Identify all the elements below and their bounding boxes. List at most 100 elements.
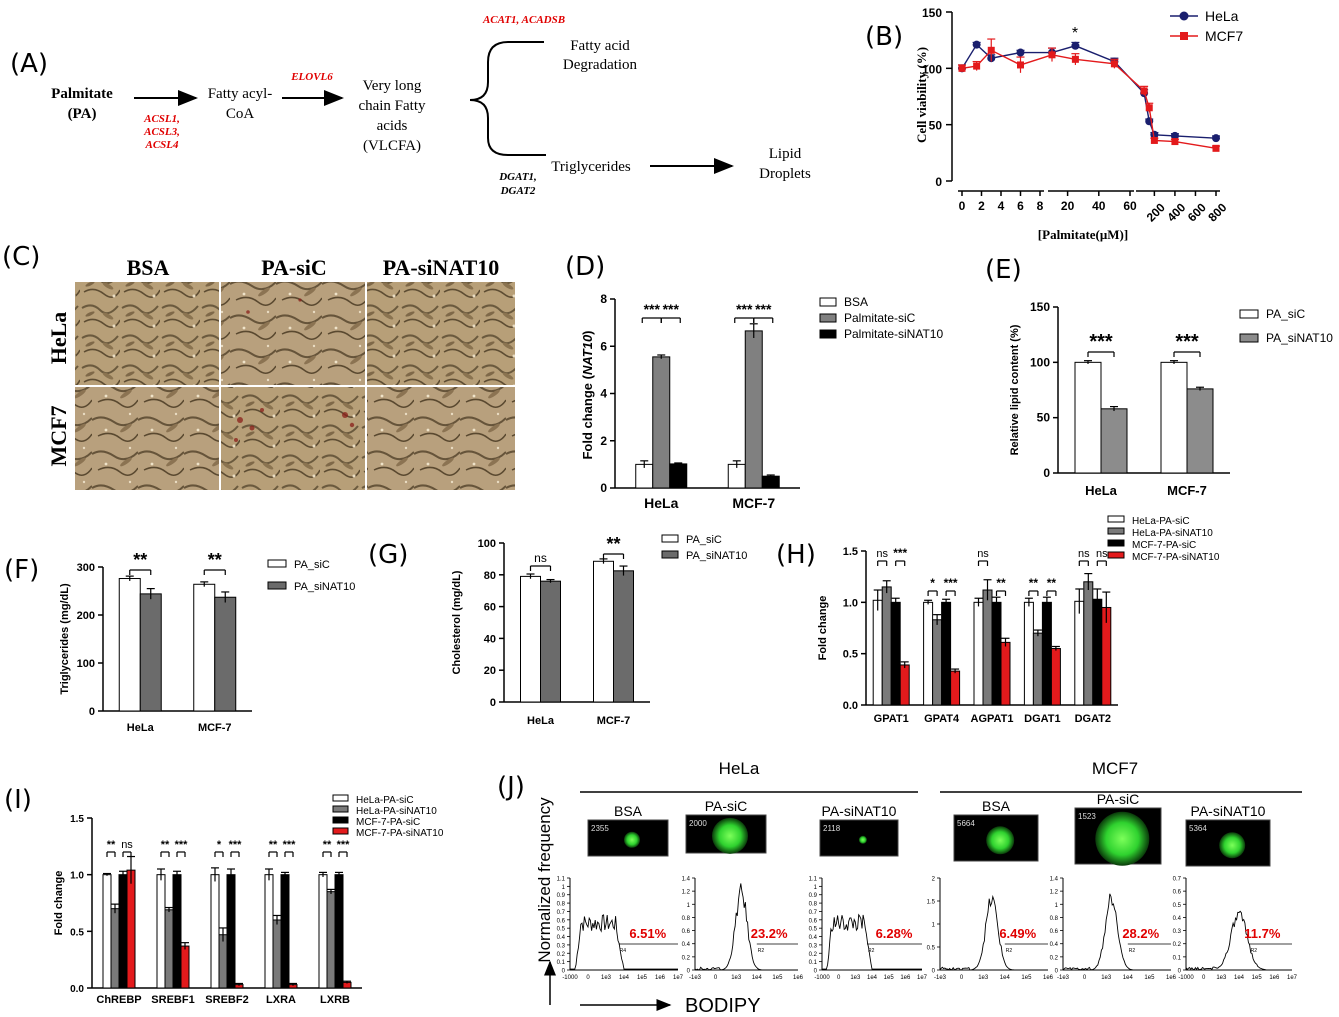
degradation-line1: Fatty acid — [570, 38, 630, 54]
histogram-trace — [939, 894, 1048, 971]
flow-xtick-label: -1e3 — [689, 975, 702, 981]
flow-xtick-label: 1e5 — [1021, 975, 1032, 981]
legend-label: PA_siNAT10 — [1266, 331, 1333, 345]
bar-hela-pa-sic — [156, 874, 166, 989]
panel-c: (C) BSA PA-siC PA-siNAT10 HeLa MCF7 — [2, 242, 515, 490]
category-label: DGAT1 — [1024, 713, 1060, 725]
bar-pa-sinat10 — [214, 596, 237, 712]
flow-xtick-label: 1e6 — [1043, 975, 1054, 981]
bar-hela-pa-sic — [973, 601, 984, 706]
sig-label: *** — [644, 301, 661, 317]
legend-label: MCF-7-PA-siNAT10 — [356, 828, 444, 839]
flow-ytick-label: 0.4 — [682, 942, 691, 948]
sig-label: *** — [944, 576, 958, 590]
flow-ytick-label: 0.1 — [557, 960, 566, 966]
flow-ytick-label: 0.4 — [557, 935, 566, 941]
bar-pa-sic — [520, 575, 541, 703]
histogram-trace — [570, 914, 678, 970]
y-tick-label: 0 — [1043, 466, 1050, 480]
flow-ytick-label: 1 — [562, 885, 566, 891]
y-tick-label: 0.5 — [843, 649, 858, 661]
panel-i: (I) 0.0 0.5 1.0 1.5 Fold change ChREBP SREBF1 S… — [4, 785, 444, 1006]
col-label-bsa: BSA — [127, 255, 170, 280]
gate-label: R2 — [1006, 948, 1013, 954]
mcf7-point — [1171, 138, 1179, 146]
bar-hela-pa-sinat10 — [218, 934, 228, 989]
flow-ytick-label: 0.3 — [557, 943, 566, 949]
acat-label: ACAT1, ACADSB — [482, 14, 565, 26]
legend-label: HeLa-PA-siNAT10 — [356, 806, 437, 817]
flow-xtick-label: 1e5 — [1252, 975, 1263, 981]
flow-ytick-label: 0 — [562, 969, 566, 975]
category-label: DGAT2 — [1075, 713, 1111, 725]
y-tick-label: 1.0 — [70, 871, 84, 882]
bar-pa-sic — [593, 560, 614, 703]
flow-ytick-label: 0 — [814, 969, 818, 975]
flow-xtick-label: 1e4 — [752, 975, 763, 981]
bar-mcf-7-pa-sinat10 — [180, 945, 190, 989]
flow-xtick-label: 1e4 — [867, 975, 878, 981]
panel-b-xtick-label: 800 — [1205, 200, 1229, 224]
hela-point — [1016, 48, 1025, 57]
dgat1-label: DGAT1, — [498, 171, 537, 183]
mcf7-point — [1110, 60, 1118, 68]
legend-swatch — [332, 816, 349, 824]
bar-hela-pa-sinat10 — [932, 619, 943, 706]
bar-mcf-7-pa-sinat10 — [1050, 648, 1061, 706]
panel-b-xtick-label: 2 — [978, 199, 985, 213]
group-label-hela: HeLa — [719, 759, 760, 778]
bar-mcf-7-pa-sic — [1041, 601, 1052, 706]
y-tick-label: 0.0 — [70, 984, 84, 995]
flow-plot-hela-pa-sinat10: PA-siNAT10 2118 0 0.1 0.2 0.3 0.4 0.5 0.6 0.7 0.8 0… — [809, 803, 928, 981]
bar-hela-pa-sic — [1074, 600, 1085, 706]
flow-ytick-label: 1 — [687, 903, 691, 909]
flow-ytick-label: 0.5 — [557, 927, 566, 933]
row-label-mcf7: MCF7 — [46, 405, 71, 466]
histogram-trace — [1062, 893, 1171, 971]
bar-pa-sinat10 — [613, 570, 634, 703]
flow-ytick-label: 0.7 — [809, 910, 818, 916]
gate-percent: 11.7% — [1244, 926, 1281, 941]
category-label: LXRB — [320, 994, 350, 1006]
coa-label: CoA — [226, 106, 255, 122]
bar-hela-pa-sic — [923, 601, 934, 706]
y-tick-label: 60 — [484, 602, 496, 614]
legend-swatch — [1107, 527, 1125, 535]
bar-mcf-7-pa-sic — [991, 601, 1002, 706]
gate-percent: 6.49% — [999, 926, 1036, 941]
flow-xtick-label: 1e3 — [1101, 975, 1112, 981]
y-tick-label: 80 — [484, 570, 496, 582]
mcf7-point — [1017, 61, 1024, 69]
gate-label: R4 — [620, 948, 627, 954]
sig-label: ** — [208, 550, 222, 570]
category-label: SREBF1 — [151, 994, 194, 1006]
bar-pa-sic — [1074, 361, 1102, 474]
sig-label: ns — [1096, 548, 1108, 560]
category-label: MCF-7 — [732, 495, 775, 511]
legend-label: Palmitate-siC — [844, 311, 916, 325]
flow-ytick-label: 0.9 — [557, 893, 566, 899]
legend-swatch — [819, 297, 837, 307]
col-label-pasinat10: PA-siNAT10 — [383, 255, 500, 280]
bar-pa-sic — [193, 583, 216, 712]
flow-ytick-label: 0.5 — [1173, 903, 1182, 909]
legend-label: Palmitate-siNAT10 — [844, 327, 943, 341]
mcf7-point — [987, 46, 995, 54]
palmitate-abbrev: (PA) — [68, 106, 97, 122]
y-tick-label: 2 — [600, 434, 607, 448]
flow-xtick-label: -1e3 — [934, 975, 947, 981]
panel-b-xtick-label: 60 — [1123, 199, 1137, 213]
y-tick-label: 200 — [77, 610, 95, 622]
y-tick-label: 100 — [478, 538, 496, 550]
sig-label: ns — [1078, 548, 1090, 560]
mcf7-point — [1071, 55, 1079, 63]
bar-mcf-7-pa-sic — [280, 874, 290, 989]
flow-ytick-label: 0.5 — [927, 946, 936, 952]
micrograph-mcf7-bsa — [75, 387, 219, 490]
mcf7-point — [1145, 104, 1153, 112]
category-label: AGPAT1 — [971, 713, 1014, 725]
branch-brace — [469, 41, 546, 156]
panel-h-letter: (H) — [776, 540, 816, 570]
bar-pa-sinat10 — [139, 593, 162, 712]
